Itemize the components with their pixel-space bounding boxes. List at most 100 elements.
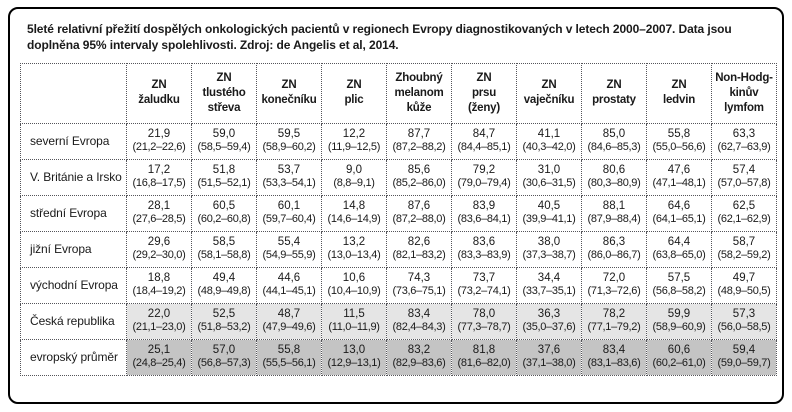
- table-cell: 60,6 (60,2–61,0): [646, 338, 712, 376]
- cell-interval: (81,6–82,0): [457, 357, 511, 370]
- cell-value: 62,5: [732, 200, 756, 213]
- table-cell: 11,5 (11,0–11,9): [321, 302, 387, 340]
- table-cell: 49,7 (48,9–50,5): [711, 266, 777, 304]
- table-cell: 51,8 (51,5–52,1): [191, 158, 257, 196]
- table-cell: 49,4 (48,9–49,8): [191, 266, 257, 304]
- column-header-2: ZN tlustého střeva: [191, 62, 257, 124]
- table-cell: 52,5 (51,8–53,2): [191, 302, 257, 340]
- table-cell: 84,7 (84,4–85,1): [451, 122, 517, 160]
- cell-interval: (84,6–85,3): [587, 141, 641, 154]
- cell-interval: (39,9–41,1): [522, 213, 576, 226]
- table-cell: 63,3 (62,7–63,9): [711, 122, 777, 160]
- cell-value: 60,6: [667, 344, 691, 357]
- cell-interval: (58,2–59,2): [717, 249, 771, 262]
- cell-interval: (64,1–65,1): [652, 213, 706, 226]
- cell-value: 88,1: [602, 200, 626, 213]
- table-cell: 86,3 (86,0–86,7): [581, 230, 647, 268]
- table-cell: 73,7 (73,2–74,1): [451, 266, 517, 304]
- column-header-10: Non-Hodg- kinův lymfom: [711, 62, 777, 124]
- cell-interval: (80,3–80,9): [587, 177, 641, 190]
- cell-value: 60,5: [212, 200, 236, 213]
- cell-interval: (18,4–19,2): [132, 285, 186, 298]
- cell-interval: (58,5–59,4): [197, 141, 251, 154]
- table-cell: 59,9 (58,9–60,9): [646, 302, 712, 340]
- table-cell: 14,8 (14,6–14,9): [321, 194, 387, 232]
- cell-interval: (24,8–25,4): [132, 357, 186, 370]
- cell-value: 74,3: [407, 272, 431, 285]
- cell-value: 82,6: [407, 236, 431, 249]
- table-cell: 28,1 (27,6–28,5): [126, 194, 192, 232]
- cell-interval: (79,0–79,4): [457, 177, 511, 190]
- column-header-8: ZN prostaty: [581, 62, 647, 124]
- table-cell: 88,1 (87,9–88,4): [581, 194, 647, 232]
- cell-interval: (87,9–88,4): [587, 213, 641, 226]
- table-cell: 79,2 (79,0–79,4): [451, 158, 517, 196]
- cell-interval: (21,2–22,6): [132, 141, 186, 154]
- cell-value: 52,5: [212, 308, 236, 321]
- cell-interval: (77,1–79,2): [587, 321, 641, 334]
- column-header-6: ZN prsu (ženy): [451, 62, 517, 124]
- table-cell: 10,6 (10,4–10,9): [321, 266, 387, 304]
- cell-value: 40,5: [537, 200, 561, 213]
- cell-interval: (33,7–35,1): [522, 285, 576, 298]
- table-cell: 85,6 (85,2–86,0): [386, 158, 452, 196]
- table-cell: 62,5 (62,1–62,9): [711, 194, 777, 232]
- table-cell: 12,2 (11,9–12,5): [321, 122, 387, 160]
- table-title: 5leté relativní přežití dospělých onkolo…: [27, 22, 732, 52]
- cell-value: 86,3: [602, 236, 626, 249]
- cell-interval: (87,2–88,0): [392, 213, 446, 226]
- cell-value: 48,7: [277, 308, 301, 321]
- row-label: V. Británie a Irsko: [20, 158, 127, 196]
- table-row: východní Evropa 18,8 (18,4–19,2) 49,4 (48,9–…: [20, 266, 777, 304]
- table-cell: 55,8 (55,0–56,6): [646, 122, 712, 160]
- cell-interval: (13,0–13,4): [327, 249, 381, 262]
- cell-interval: (58,1–58,8): [197, 249, 251, 262]
- cell-value: 85,0: [602, 128, 626, 141]
- cell-value: 60,1: [277, 200, 301, 213]
- row-label: evropský průměr: [20, 338, 127, 376]
- table-cell: 59,4 (59,0–59,7): [711, 338, 777, 376]
- table-cell: 34,4 (33,7–35,1): [516, 266, 582, 304]
- cell-value: 72,0: [602, 272, 626, 285]
- table-cell: 22,0 (21,1–23,0): [126, 302, 192, 340]
- cell-interval: (48,9–49,8): [197, 285, 251, 298]
- table-cell: 83,2 (82,9–83,6): [386, 338, 452, 376]
- column-header-5: Zhoubný melanom kůže: [386, 62, 452, 124]
- cell-value: 79,2: [472, 164, 496, 177]
- cell-interval: (58,9–60,2): [262, 141, 316, 154]
- table-cell: 31,0 (30,6–31,5): [516, 158, 582, 196]
- table-cell: 64,4 (63,8–65,0): [646, 230, 712, 268]
- corner-cell: [20, 62, 127, 124]
- table-cell: 40,5 (39,9–41,1): [516, 194, 582, 232]
- cell-interval: (10,4–10,9): [327, 285, 381, 298]
- cell-value: 87,7: [407, 128, 431, 141]
- table-cell: 64,6 (64,1–65,1): [646, 194, 712, 232]
- cell-interval: (59,7–60,4): [262, 213, 316, 226]
- table-cell: 13,2 (13,0–13,4): [321, 230, 387, 268]
- table-cell: 21,9 (21,2–22,6): [126, 122, 192, 160]
- table-cell: 48,7 (47,9–49,6): [256, 302, 322, 340]
- table-cell: 83,6 (83,3–83,9): [451, 230, 517, 268]
- cell-value: 38,0: [537, 236, 561, 249]
- survival-table: ZN žaludku ZN tlustého střeva ZN konečníku…: [20, 62, 777, 376]
- cell-interval: (27,6–28,5): [132, 213, 186, 226]
- cell-interval: (71,3–72,6): [587, 285, 641, 298]
- cell-value: 81,8: [472, 344, 496, 357]
- cell-interval: (37,1–38,0): [522, 357, 576, 370]
- cell-interval: (14,6–14,9): [327, 213, 381, 226]
- table-cell: 25,1 (24,8–25,4): [126, 338, 192, 376]
- cell-value: 55,8: [667, 128, 691, 141]
- cell-interval: (82,1–83,2): [392, 249, 446, 262]
- row-label: střední Evropa: [20, 194, 127, 232]
- table-cell: 78,0 (77,3–78,7): [451, 302, 517, 340]
- cell-interval: (11,0–11,9): [328, 321, 380, 334]
- column-header-9: ZN ledvin: [646, 62, 712, 124]
- table-cell: 87,6 (87,2–88,0): [386, 194, 452, 232]
- cell-interval: (53,3–54,1): [262, 177, 316, 190]
- cell-interval: (56,8–57,3): [197, 357, 251, 370]
- cell-value: 64,4: [667, 236, 691, 249]
- table-cell: 83,4 (82,4–84,3): [386, 302, 452, 340]
- cell-interval: (37,3–38,7): [522, 249, 576, 262]
- cell-interval: (47,1–48,1): [652, 177, 706, 190]
- cell-value: 83,2: [407, 344, 431, 357]
